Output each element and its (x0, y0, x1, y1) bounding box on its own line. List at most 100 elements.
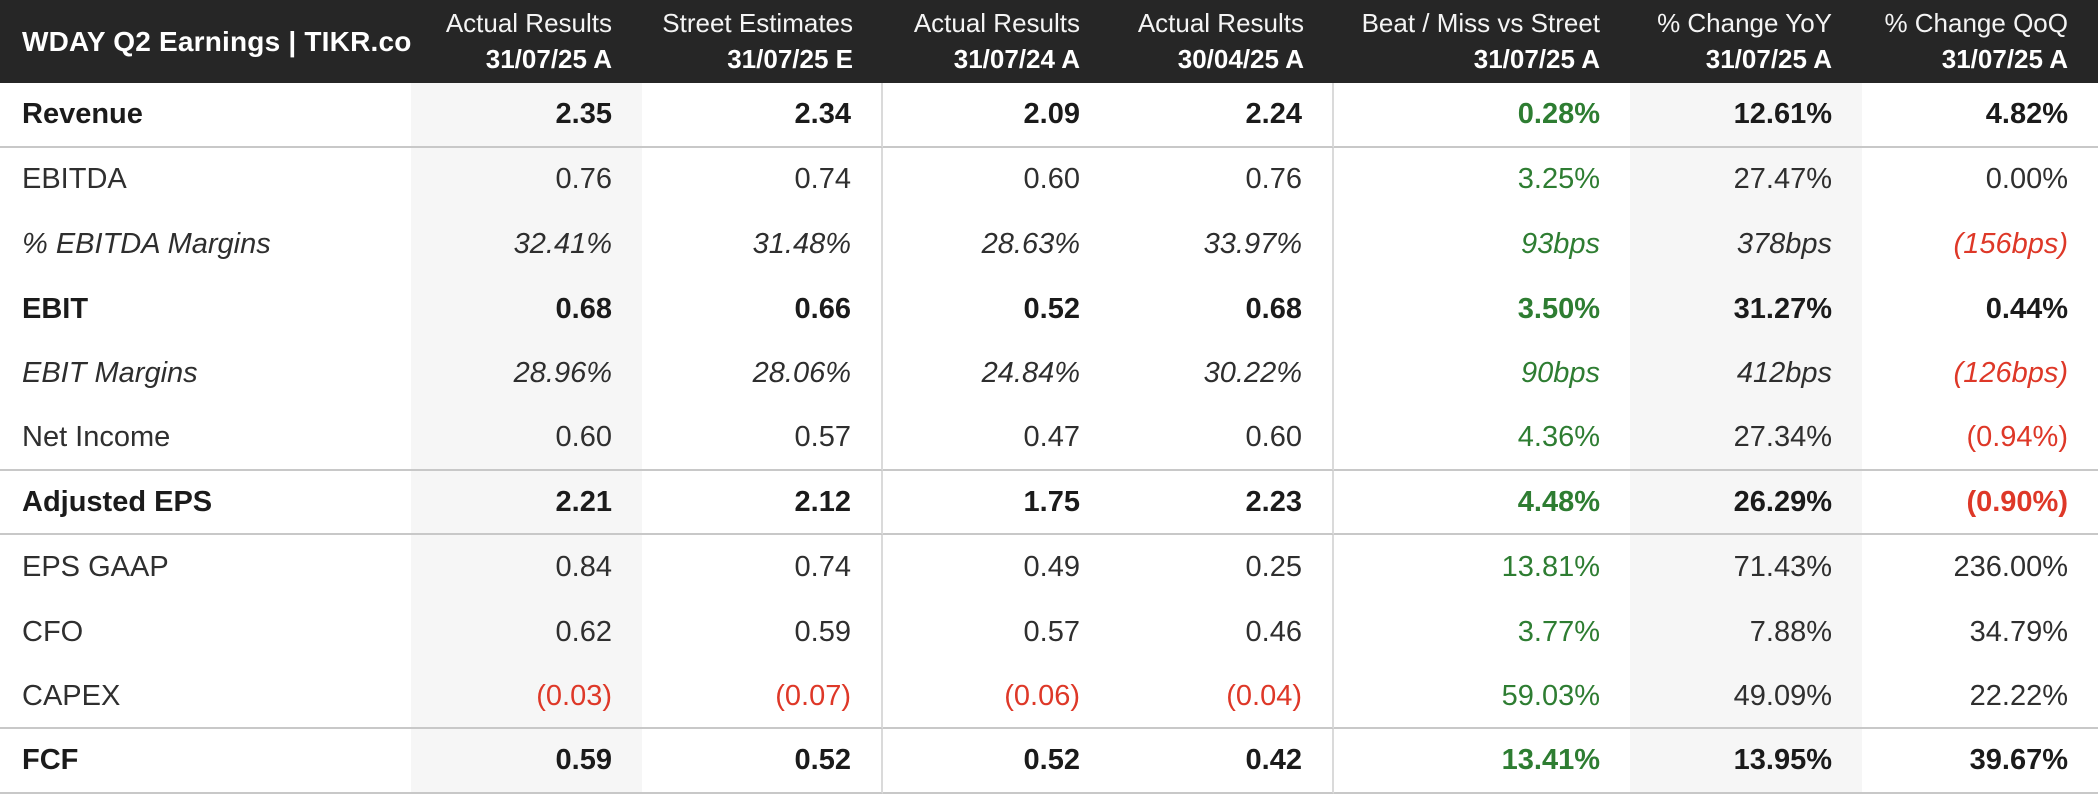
cell-cfo-col4: 0.46 (1110, 600, 1334, 665)
column-header-line2: 31/07/25 A (1941, 44, 2068, 74)
row-label-capex: CAPEX (0, 664, 411, 730)
row-label-eps-gaap: EPS GAAP (0, 535, 411, 601)
column-header-line1: Beat / Miss vs Street (1361, 8, 1600, 38)
cell-ebitda-margins-col3: 28.63% (883, 212, 1110, 277)
cell-capex-col3: (0.06) (883, 664, 1110, 730)
cell-ebit-col3: 0.52 (883, 276, 1110, 342)
cell-cfo-col7: 34.79% (1862, 600, 2098, 665)
cell-ebitda-margins-col4: 33.97% (1110, 212, 1334, 277)
cell-ebitda-col7: 0.00% (1862, 147, 2098, 213)
cell-ebit-col5: 3.50% (1334, 276, 1630, 342)
cell-revenue-col7: 4.82% (1862, 83, 2098, 148)
column-header-line1: Actual Results (1137, 8, 1304, 38)
cell-ebitda-margins-col7: (156bps) (1862, 212, 2098, 277)
cell-ebit-margins-col4: 30.22% (1110, 341, 1334, 407)
cell-eps-gaap-col7: 236.00% (1862, 535, 2098, 601)
row-label-net-income: Net Income (0, 406, 411, 471)
cell-eps-gaap-col2: 0.74 (642, 535, 883, 601)
cell-ebitda-col2: 0.74 (642, 147, 883, 213)
row-label-revenue: Revenue (0, 83, 411, 148)
cell-cfo-col6: 7.88% (1630, 600, 1862, 665)
cell-adjusted-eps-col4: 2.23 (1110, 470, 1334, 536)
cell-adjusted-eps-col5: 4.48% (1334, 470, 1630, 536)
column-header-4: Actual Results 30/04/25 A (1110, 0, 1334, 83)
cell-fcf-col2: 0.52 (642, 729, 883, 794)
cell-capex-col6: 49.09% (1630, 664, 1862, 730)
column-header-7: % Change QoQ 31/07/25 A (1862, 0, 2098, 83)
cell-ebit-col2: 0.66 (642, 276, 883, 342)
column-header-line1: Street Estimates (662, 8, 853, 38)
column-header-line2: 31/07/25 E (727, 44, 853, 74)
column-header-1: Actual Results 31/07/25 A (411, 0, 642, 83)
cell-ebit-margins-col2: 28.06% (642, 341, 883, 407)
cell-adjusted-eps-col6: 26.29% (1630, 470, 1862, 536)
cell-ebit-col4: 0.68 (1110, 276, 1334, 342)
cell-adjusted-eps-col7: (0.90%) (1862, 470, 2098, 536)
cell-ebitda-margins-col6: 378bps (1630, 212, 1862, 277)
cell-cfo-col3: 0.57 (883, 600, 1110, 665)
cell-net-income-col7: (0.94%) (1862, 406, 2098, 471)
cell-capex-col1: (0.03) (411, 664, 642, 730)
cell-revenue-col4: 2.24 (1110, 83, 1334, 148)
cell-revenue-col6: 12.61% (1630, 83, 1862, 148)
cell-ebitda-col4: 0.76 (1110, 147, 1334, 213)
cell-ebit-margins-col5: 90bps (1334, 341, 1630, 407)
cell-ebit-margins-col3: 24.84% (883, 341, 1110, 407)
cell-fcf-col4: 0.42 (1110, 729, 1334, 794)
cell-fcf-col6: 13.95% (1630, 729, 1862, 794)
column-header-line1: % Change YoY (1657, 8, 1832, 38)
row-label-ebitda: EBITDA (0, 147, 411, 213)
cell-ebitda-margins-col2: 31.48% (642, 212, 883, 277)
row-label-adjusted-eps: Adjusted EPS (0, 470, 411, 536)
cell-fcf-col3: 0.52 (883, 729, 1110, 794)
cell-eps-gaap-col5: 13.81% (1334, 535, 1630, 601)
table-title: WDAY Q2 Earnings | TIKR.com (22, 25, 437, 57)
column-header-line2: 31/07/25 A (485, 44, 612, 74)
cell-ebit-margins-col1: 28.96% (411, 341, 642, 407)
cell-capex-col4: (0.04) (1110, 664, 1334, 730)
row-label-fcf: FCF (0, 729, 411, 794)
cell-ebitda-col6: 27.47% (1630, 147, 1862, 213)
cell-eps-gaap-col6: 71.43% (1630, 535, 1862, 601)
column-header-line2: 30/04/25 A (1177, 44, 1304, 74)
cell-fcf-col7: 39.67% (1862, 729, 2098, 794)
cell-net-income-col6: 27.34% (1630, 406, 1862, 471)
table-header-bar: WDAY Q2 Earnings | TIKR.com (0, 0, 436, 83)
cell-ebitda-margins-col1: 32.41% (411, 212, 642, 277)
cell-ebitda-col3: 0.60 (883, 147, 1110, 213)
cell-ebitda-col5: 3.25% (1334, 147, 1630, 213)
row-label-ebitda-margins: % EBITDA Margins (0, 212, 411, 277)
cell-eps-gaap-col3: 0.49 (883, 535, 1110, 601)
cell-ebitda-margins-col5: 93bps (1334, 212, 1630, 277)
cell-adjusted-eps-col1: 2.21 (411, 470, 642, 536)
cell-capex-col2: (0.07) (642, 664, 883, 730)
column-header-line1: Actual Results (913, 8, 1080, 38)
cell-cfo-col1: 0.62 (411, 600, 642, 665)
cell-net-income-col4: 0.60 (1110, 406, 1334, 471)
cell-eps-gaap-col4: 0.25 (1110, 535, 1334, 601)
cell-ebit-col1: 0.68 (411, 276, 642, 342)
cell-revenue-col3: 2.09 (883, 83, 1110, 148)
cell-revenue-col5: 0.28% (1334, 83, 1630, 148)
row-label-cfo: CFO (0, 600, 411, 665)
cell-capex-col5: 59.03% (1334, 664, 1630, 730)
cell-eps-gaap-col1: 0.84 (411, 535, 642, 601)
cell-fcf-col1: 0.59 (411, 729, 642, 794)
cell-net-income-col5: 4.36% (1334, 406, 1630, 471)
cell-cfo-col5: 3.77% (1334, 600, 1630, 665)
cell-ebitda-col1: 0.76 (411, 147, 642, 213)
column-header-2: Street Estimates 31/07/25 E (642, 0, 883, 83)
cell-ebit-col6: 31.27% (1630, 276, 1862, 342)
cell-net-income-col2: 0.57 (642, 406, 883, 471)
cell-revenue-col1: 2.35 (411, 83, 642, 148)
column-header-3: Actual Results 31/07/24 A (883, 0, 1110, 83)
cell-capex-col7: 22.22% (1862, 664, 2098, 730)
column-header-5: Beat / Miss vs Street 31/07/25 A (1334, 0, 1630, 83)
cell-fcf-col5: 13.41% (1334, 729, 1630, 794)
column-header-6: % Change YoY 31/07/25 A (1630, 0, 1862, 83)
cell-ebit-margins-col7: (126bps) (1862, 341, 2098, 407)
column-header-line2: 31/07/25 A (1473, 44, 1600, 74)
cell-adjusted-eps-col2: 2.12 (642, 470, 883, 536)
